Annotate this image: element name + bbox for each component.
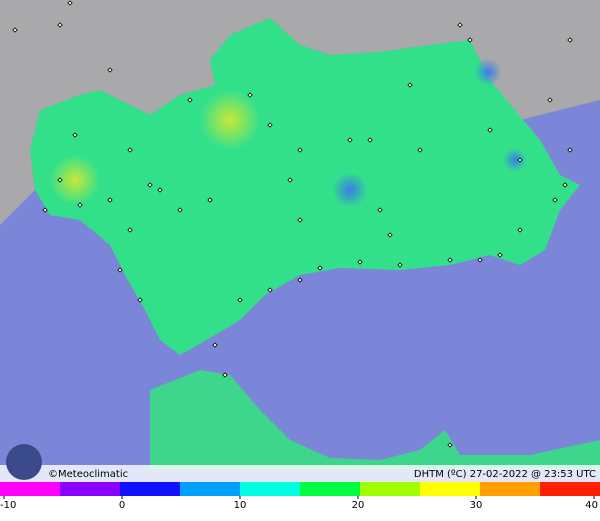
cold-spot	[503, 148, 527, 172]
station	[212, 342, 218, 348]
station	[297, 217, 303, 223]
station	[287, 177, 293, 183]
info-bar	[0, 465, 600, 482]
land-spain	[0, 0, 600, 225]
land-morocco	[150, 370, 600, 470]
station	[67, 0, 73, 6]
station	[267, 122, 273, 128]
colorbar-tick-label: 40	[585, 500, 598, 511]
station	[567, 147, 573, 153]
station	[72, 132, 78, 138]
colorbar-segment	[0, 482, 61, 496]
warm-spot	[50, 155, 100, 205]
colorbar-segment	[540, 482, 600, 496]
station	[57, 22, 63, 28]
station	[187, 97, 193, 103]
colorbar-tick-label: 30	[470, 500, 483, 511]
colorbar-segment	[60, 482, 121, 496]
colorbar-segment	[420, 482, 481, 496]
colorbar-tick-label: 0	[119, 500, 125, 511]
station	[407, 82, 413, 88]
cold-spot	[474, 58, 502, 86]
warm-spot	[200, 90, 260, 150]
station	[562, 182, 568, 188]
station	[57, 177, 63, 183]
colorbar-tick-label: 20	[352, 500, 365, 511]
credit: ©Meteoclimatic	[48, 469, 128, 480]
station	[137, 297, 143, 303]
colorbar-tick-label: -10	[0, 500, 16, 511]
station	[517, 157, 523, 163]
colorbar-segment	[360, 482, 421, 496]
cold-spot	[332, 172, 368, 208]
station	[457, 22, 463, 28]
station	[247, 92, 253, 98]
station	[127, 227, 133, 233]
station	[107, 67, 113, 73]
station	[397, 262, 403, 268]
station	[547, 97, 553, 103]
station	[477, 257, 483, 263]
station	[107, 197, 113, 203]
caption: DHTM (ºC) 27-02-2022 @ 23:53 UTC	[414, 469, 596, 480]
station	[447, 442, 453, 448]
station	[147, 182, 153, 188]
station	[177, 207, 183, 213]
station	[347, 137, 353, 143]
colorbar-segment	[480, 482, 541, 496]
station	[222, 372, 228, 378]
station	[297, 277, 303, 283]
station	[357, 259, 363, 265]
station	[317, 265, 323, 271]
station	[467, 37, 473, 43]
station	[567, 37, 573, 43]
colorbar-segment	[120, 482, 181, 496]
station	[297, 147, 303, 153]
colorbar-segment	[240, 482, 301, 496]
station	[267, 287, 273, 293]
station	[117, 267, 123, 273]
colorbar: -10 0 10 20 30 40	[0, 482, 600, 511]
station	[487, 127, 493, 133]
station	[157, 187, 163, 193]
station	[237, 297, 243, 303]
station	[127, 147, 133, 153]
station	[377, 207, 383, 213]
station	[77, 202, 83, 208]
station	[367, 137, 373, 143]
colorbar-tick-label: 10	[234, 500, 247, 511]
stations	[12, 0, 573, 448]
station	[552, 197, 558, 203]
colorbar-segment	[180, 482, 241, 496]
station	[12, 27, 18, 33]
logo	[6, 444, 42, 480]
colorbar-segment	[300, 482, 361, 496]
land-andalusia	[30, 18, 580, 355]
station	[497, 252, 503, 258]
station	[447, 257, 453, 263]
station	[387, 232, 393, 238]
station	[207, 197, 213, 203]
station	[417, 147, 423, 153]
station	[42, 207, 48, 213]
station	[517, 227, 523, 233]
